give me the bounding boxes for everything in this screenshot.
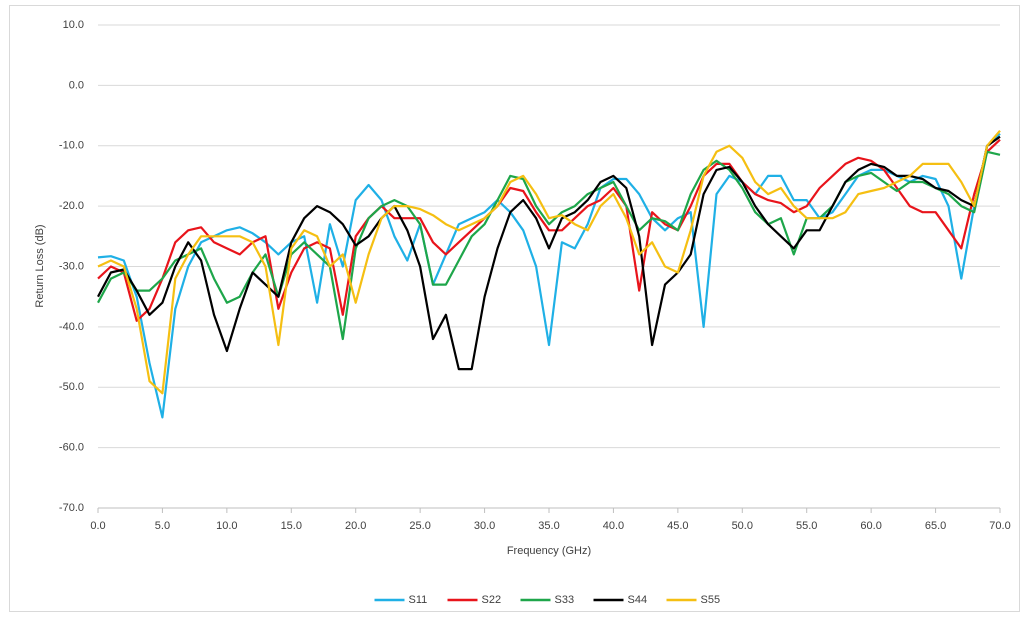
x-tick-label: 35.0 (538, 520, 559, 532)
x-tick-label: 5.0 (155, 520, 170, 532)
x-tick-label: 70.0 (989, 520, 1010, 532)
x-tick-label: 50.0 (732, 520, 753, 532)
x-tick-label: 0.0 (90, 520, 105, 532)
y-tick-label: -20.0 (59, 200, 84, 212)
legend-label: S11 (409, 594, 428, 606)
x-tick-label: 65.0 (925, 520, 946, 532)
legend-label: S55 (701, 594, 721, 606)
x-tick-label: 45.0 (667, 520, 688, 532)
y-tick-label: 0.0 (69, 79, 84, 91)
y-tick-label: 10.0 (63, 19, 84, 31)
x-tick-label: 15.0 (281, 520, 302, 532)
x-tick-label: 20.0 (345, 520, 366, 532)
y-tick-label: -40.0 (59, 321, 84, 333)
y-tick-label: -30.0 (59, 260, 84, 272)
x-axis-title: Frequency (GHz) (507, 545, 591, 557)
x-tick-label: 60.0 (860, 520, 881, 532)
x-tick-label: 10.0 (216, 520, 237, 532)
chart-border (9, 5, 1020, 612)
series-line (97, 132, 1001, 419)
x-tick-label: 55.0 (796, 520, 817, 532)
series-line (97, 150, 1001, 341)
legend-label: S22 (482, 594, 502, 606)
legend-label: S44 (628, 594, 648, 606)
x-tick-label: 40.0 (603, 520, 624, 532)
series-line (97, 138, 1001, 322)
y-tick-label: -60.0 (59, 442, 84, 454)
series-line (97, 135, 1001, 371)
y-axis-title: Return Loss (dB) (34, 224, 46, 307)
legend-label: S33 (555, 594, 575, 606)
x-tick-label: 30.0 (474, 520, 495, 532)
y-tick-label: -50.0 (59, 381, 84, 393)
y-tick-label: -10.0 (59, 140, 84, 152)
series-line (97, 129, 1001, 395)
y-tick-label: -70.0 (59, 502, 84, 514)
x-tick-label: 25.0 (409, 520, 430, 532)
